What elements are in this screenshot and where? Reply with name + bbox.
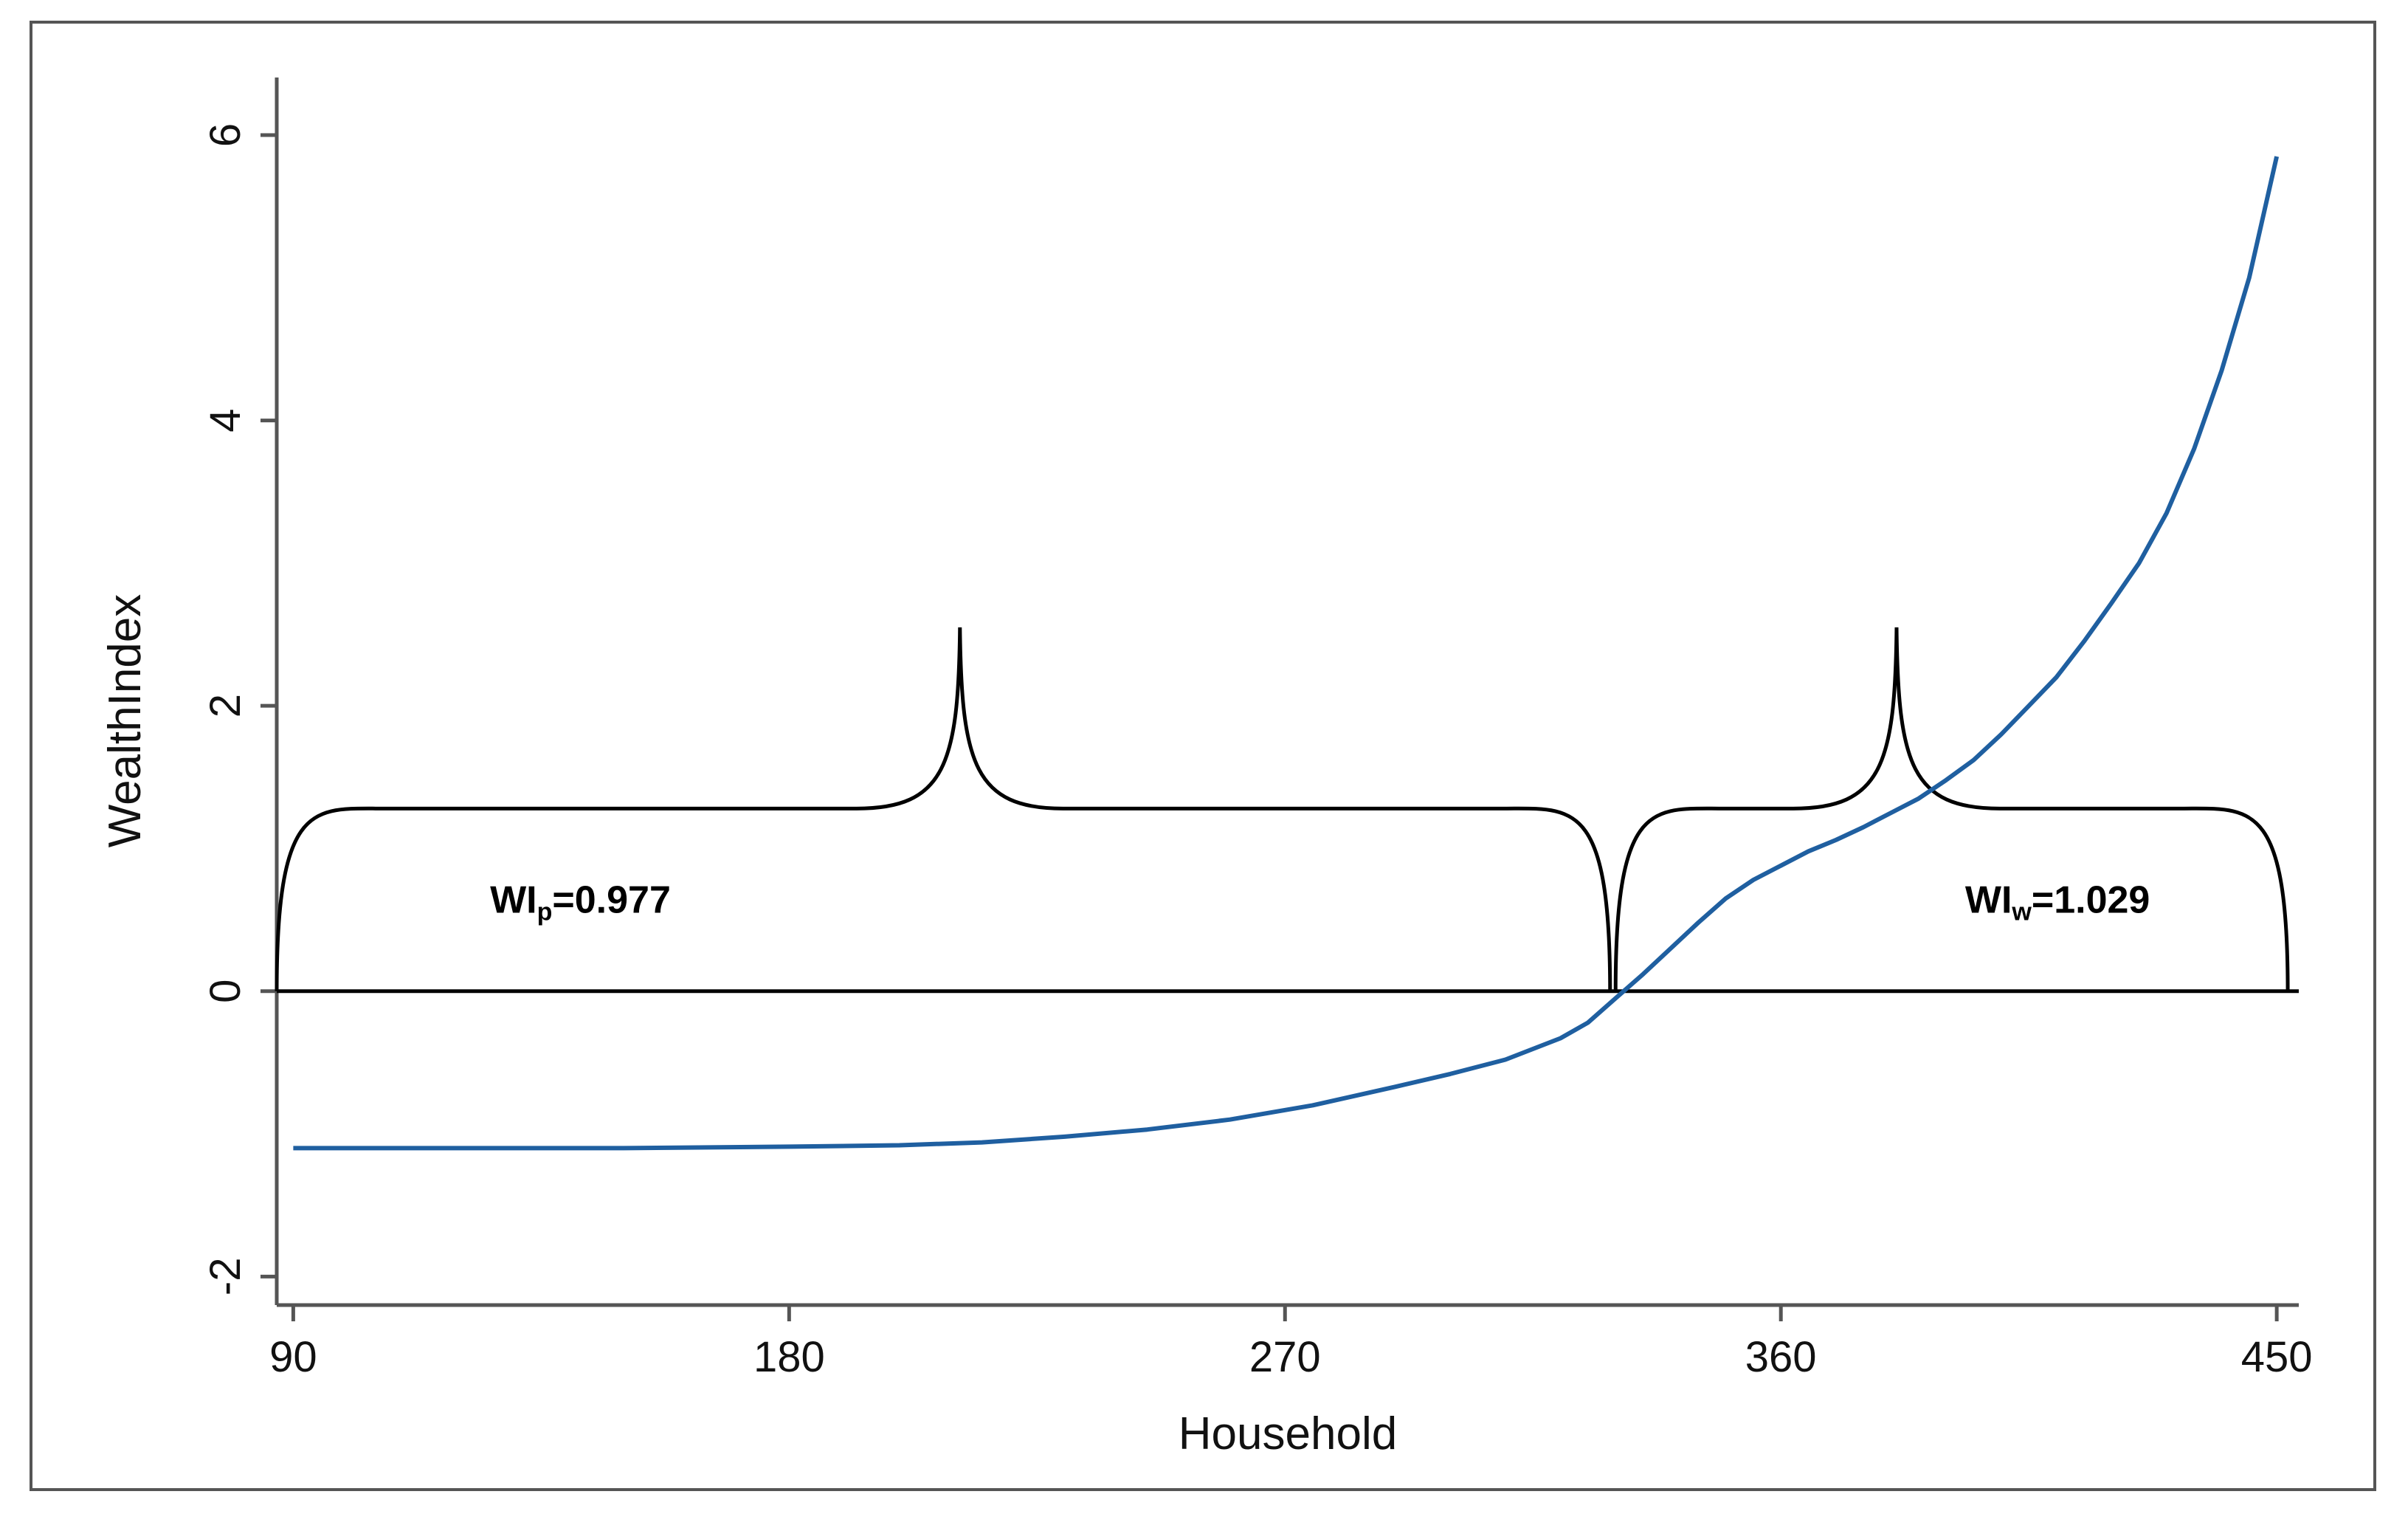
y-tick-label: 0	[201, 980, 249, 1003]
x-tick-label: 360	[1745, 1333, 1817, 1381]
brace-2	[1613, 627, 2290, 991]
x-tick-label: 90	[269, 1333, 317, 1381]
y-tick-label: 2	[201, 694, 249, 717]
x-tick-label: 180	[753, 1333, 825, 1381]
braces: WIp=0.977 WIw=1.029	[275, 627, 2290, 991]
brace-annotation-2: WIw=1.029	[1965, 878, 2150, 926]
x-axis-title: Household	[1179, 1408, 1397, 1459]
x-tick-label: 450	[2241, 1333, 2313, 1381]
x-tick-label: 270	[1249, 1333, 1321, 1381]
brace-annotation-1: WIp=0.977	[490, 878, 671, 926]
y-ticks: -2 0 2 4 6	[201, 123, 277, 1295]
figure-frame	[30, 21, 2376, 1491]
series-line-1	[293, 156, 2280, 1151]
y-tick-label: -2	[201, 1258, 249, 1296]
y-tick-label: 6	[201, 123, 249, 147]
brace-1	[275, 627, 1612, 991]
y-tick-label: 4	[201, 408, 249, 432]
series-group	[293, 156, 2280, 1151]
x-ticks: 90 180 270 360 450	[269, 1305, 2313, 1381]
y-axis-title: WealthIndex	[100, 594, 151, 848]
axes	[275, 78, 2299, 1307]
